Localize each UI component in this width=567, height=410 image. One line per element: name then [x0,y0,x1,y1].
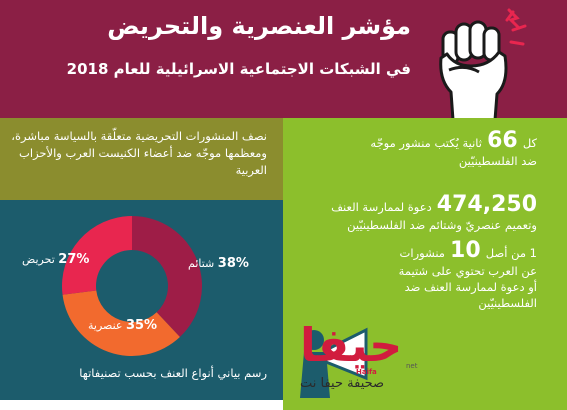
page-title: مؤشر العنصرية والتحريض [107,12,411,40]
stat-violence-calls: 474,250 دعوة لممارسة العنف وتعميم عنصريّ… [331,192,537,232]
slice-label-racism: 35% عنصرية [88,318,158,333]
header-banner: مؤشر العنصرية والتحريض في الشبكات الاجتم… [0,0,567,120]
stat-posts-per-second: كل 66 ثانية يُكتب منشور موجّه ضد الفلسطي… [370,128,537,168]
donut-slice-0 [132,216,202,338]
slice-label-insults: 38% شتائم [188,256,249,271]
page-subtitle: في الشبكات الاجتماعية الاسرائيلية للعام … [66,60,411,78]
haifa-logo-small: Haifa [356,368,377,376]
slice-label-incitement: 27% تحريض [22,252,90,267]
donut-slice-1 [62,290,180,356]
raised-fist-icon [439,8,527,120]
donut-slice-2 [62,216,132,295]
megaphone-figure-icon [300,327,368,398]
haifa-logo-net: net [406,362,418,370]
haifa-logo-word: حيفا [300,318,403,372]
political-posts-text: نصف المنشورات التحريضية متعلّقة بالسياسة… [11,129,267,177]
chart-title: رسم بياني أنواع العنف بحسب تصنيفاتها [79,366,267,380]
stat-one-in-ten: 1 من أصل 10 منشورات عن العرب تحتوي على ش… [398,238,537,310]
violence-types-donut-chart [62,216,202,356]
political-posts-panel: نصف المنشورات التحريضية متعلّقة بالسياسة… [0,118,283,200]
haifa-logo-subtitle: صحيفة حيفا نت [300,376,385,391]
